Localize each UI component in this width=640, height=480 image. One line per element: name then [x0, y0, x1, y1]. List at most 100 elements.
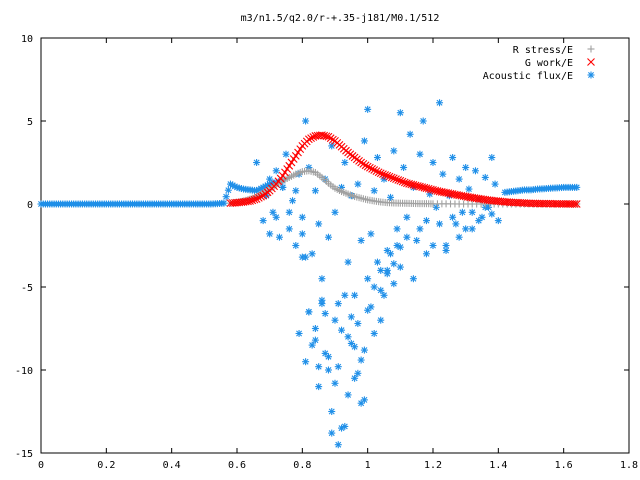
acoustic-flux-point: [315, 220, 323, 228]
g-work-point: [254, 194, 263, 202]
g-work-point: [248, 196, 257, 205]
y-tick-label: -15: [15, 449, 33, 460]
acoustic-flux-point: [462, 225, 470, 233]
acoustic-flux-point: [429, 242, 437, 249]
acoustic-flux-point: [272, 167, 280, 175]
acoustic-flux-point: [432, 203, 440, 211]
x-tick-label: 1.6: [555, 460, 573, 471]
g-work-point: [324, 132, 333, 141]
acoustic-flux-point: [354, 369, 362, 377]
acoustic-flux-point: [272, 213, 280, 221]
x-tick-label: 1.4: [489, 460, 507, 471]
acoustic-flux-point: [409, 275, 417, 283]
acoustic-flux-point: [311, 187, 319, 195]
acoustic-flux-point: [282, 150, 290, 158]
g-work-point: [372, 167, 381, 175]
acoustic-flux-point: [383, 270, 391, 278]
acoustic-flux-point: [298, 230, 306, 238]
acoustic-flux-point: [315, 383, 323, 391]
acoustic-flux-point: [357, 399, 365, 407]
g-work-point: [257, 192, 265, 201]
g-work-point: [398, 177, 407, 186]
acoustic-flux-point: [331, 316, 339, 324]
acoustic-flux-point: [324, 353, 332, 361]
acoustic-flux-point: [357, 237, 365, 245]
acoustic-flux-point: [377, 286, 385, 294]
acoustic-flux-point: [318, 275, 326, 283]
y-tick-label: 0: [27, 200, 33, 211]
acoustic-flux-point: [292, 187, 300, 195]
g-work-point: [318, 131, 326, 139]
acoustic-flux-point: [328, 429, 336, 437]
g-work-point: [291, 151, 300, 160]
acoustic-flux-point: [413, 237, 421, 245]
chart-title: m3/n1.5/q2.0/r-+.35-j181/M0.1/512: [241, 13, 440, 24]
acoustic-flux-point: [341, 422, 349, 430]
acoustic-flux-point: [380, 291, 388, 299]
acoustic-flux-point: [308, 341, 316, 349]
x-tick-label: 0.8: [293, 460, 311, 471]
acoustic-flux-point: [341, 291, 349, 299]
acoustic-flux-point: [220, 199, 228, 207]
acoustic-flux-point: [373, 258, 381, 266]
acoustic-flux-point: [377, 316, 385, 324]
g-work-point: [374, 168, 383, 177]
acoustic-flux-point: [292, 242, 300, 249]
legend-marker: [587, 45, 595, 53]
acoustic-flux-point: [370, 283, 378, 291]
acoustic-flux-point: [351, 291, 359, 299]
x-tick-label: 1: [365, 460, 371, 471]
acoustic-flux-point: [458, 208, 466, 216]
acoustic-flux-point: [324, 233, 332, 241]
y-tick-label: 5: [27, 117, 33, 128]
acoustic-flux-point: [334, 363, 342, 371]
acoustic-flux-point: [429, 159, 437, 166]
g-work-point: [376, 169, 385, 178]
acoustic-flux-point: [311, 336, 319, 344]
g-work-point: [359, 160, 368, 168]
acoustic-flux-point: [403, 233, 411, 241]
acoustic-flux-point: [224, 186, 232, 194]
g-work-point: [250, 195, 259, 204]
acoustic-flux-point: [331, 379, 339, 387]
acoustic-flux-point: [465, 185, 473, 193]
g-work-point: [287, 158, 296, 167]
acoustic-flux-point: [419, 117, 427, 125]
legend-label: G work/E: [525, 58, 573, 69]
g-work-point: [381, 171, 390, 179]
acoustic-flux-point: [285, 208, 293, 216]
acoustic-flux-point: [488, 210, 496, 218]
acoustic-flux-point: [357, 356, 365, 364]
g-work-point: [422, 184, 431, 193]
acoustic-flux-point: [275, 233, 283, 241]
acoustic-flux-point: [331, 208, 339, 216]
g-work-point: [416, 182, 424, 191]
acoustic-flux-point: [396, 243, 404, 251]
acoustic-flux-point: [341, 159, 349, 166]
acoustic-flux-point: [253, 159, 261, 166]
acoustic-flux-point: [347, 313, 355, 321]
acoustic-flux-point: [298, 213, 306, 221]
g-work-point: [357, 158, 366, 167]
acoustic-flux-point: [344, 333, 352, 341]
acoustic-flux-point: [449, 154, 457, 162]
g-work-point: [307, 134, 315, 143]
acoustic-flux-point: [259, 217, 267, 225]
acoustic-flux-point: [396, 263, 404, 271]
acoustic-flux-point: [416, 150, 424, 158]
acoustic-flux-point: [334, 300, 342, 308]
g-work-point: [409, 181, 418, 189]
acoustic-flux-point: [302, 253, 310, 261]
ticks-group: 0 0.2 0.4 0.6 0.8 1 1.2 1.4 1.6 1.8 10 5 0 -5 -10 -15: [15, 34, 638, 471]
acoustic-flux-point: [468, 225, 476, 233]
acoustic-flux-point: [416, 225, 424, 233]
acoustic-flux-point: [289, 197, 297, 205]
acoustic-flux-point: [285, 225, 293, 233]
x-tick-label: 0.4: [163, 460, 181, 471]
x-tick-label: 0: [38, 460, 44, 471]
g-work-point: [309, 133, 318, 141]
acoustic-flux-point: [396, 109, 404, 117]
acoustic-flux-point: [344, 391, 352, 399]
acoustic-flux-point: [387, 250, 395, 258]
acoustic-flux-point: [334, 441, 342, 449]
